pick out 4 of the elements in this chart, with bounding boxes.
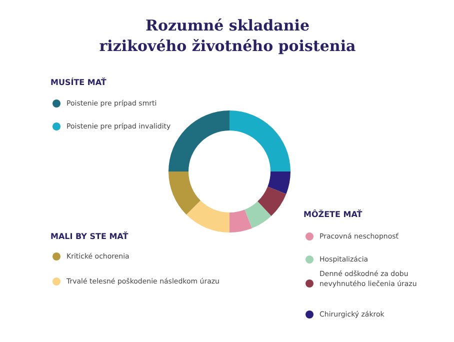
text: MUSÍTE MAŤ	[50, 77, 107, 87]
text: MALI BY STE MAŤ	[50, 231, 129, 241]
chart-title: Rozumné skladanie rizikového životného poistenia	[99, 16, 356, 56]
text: MÔŽETE MAŤ	[304, 209, 363, 219]
